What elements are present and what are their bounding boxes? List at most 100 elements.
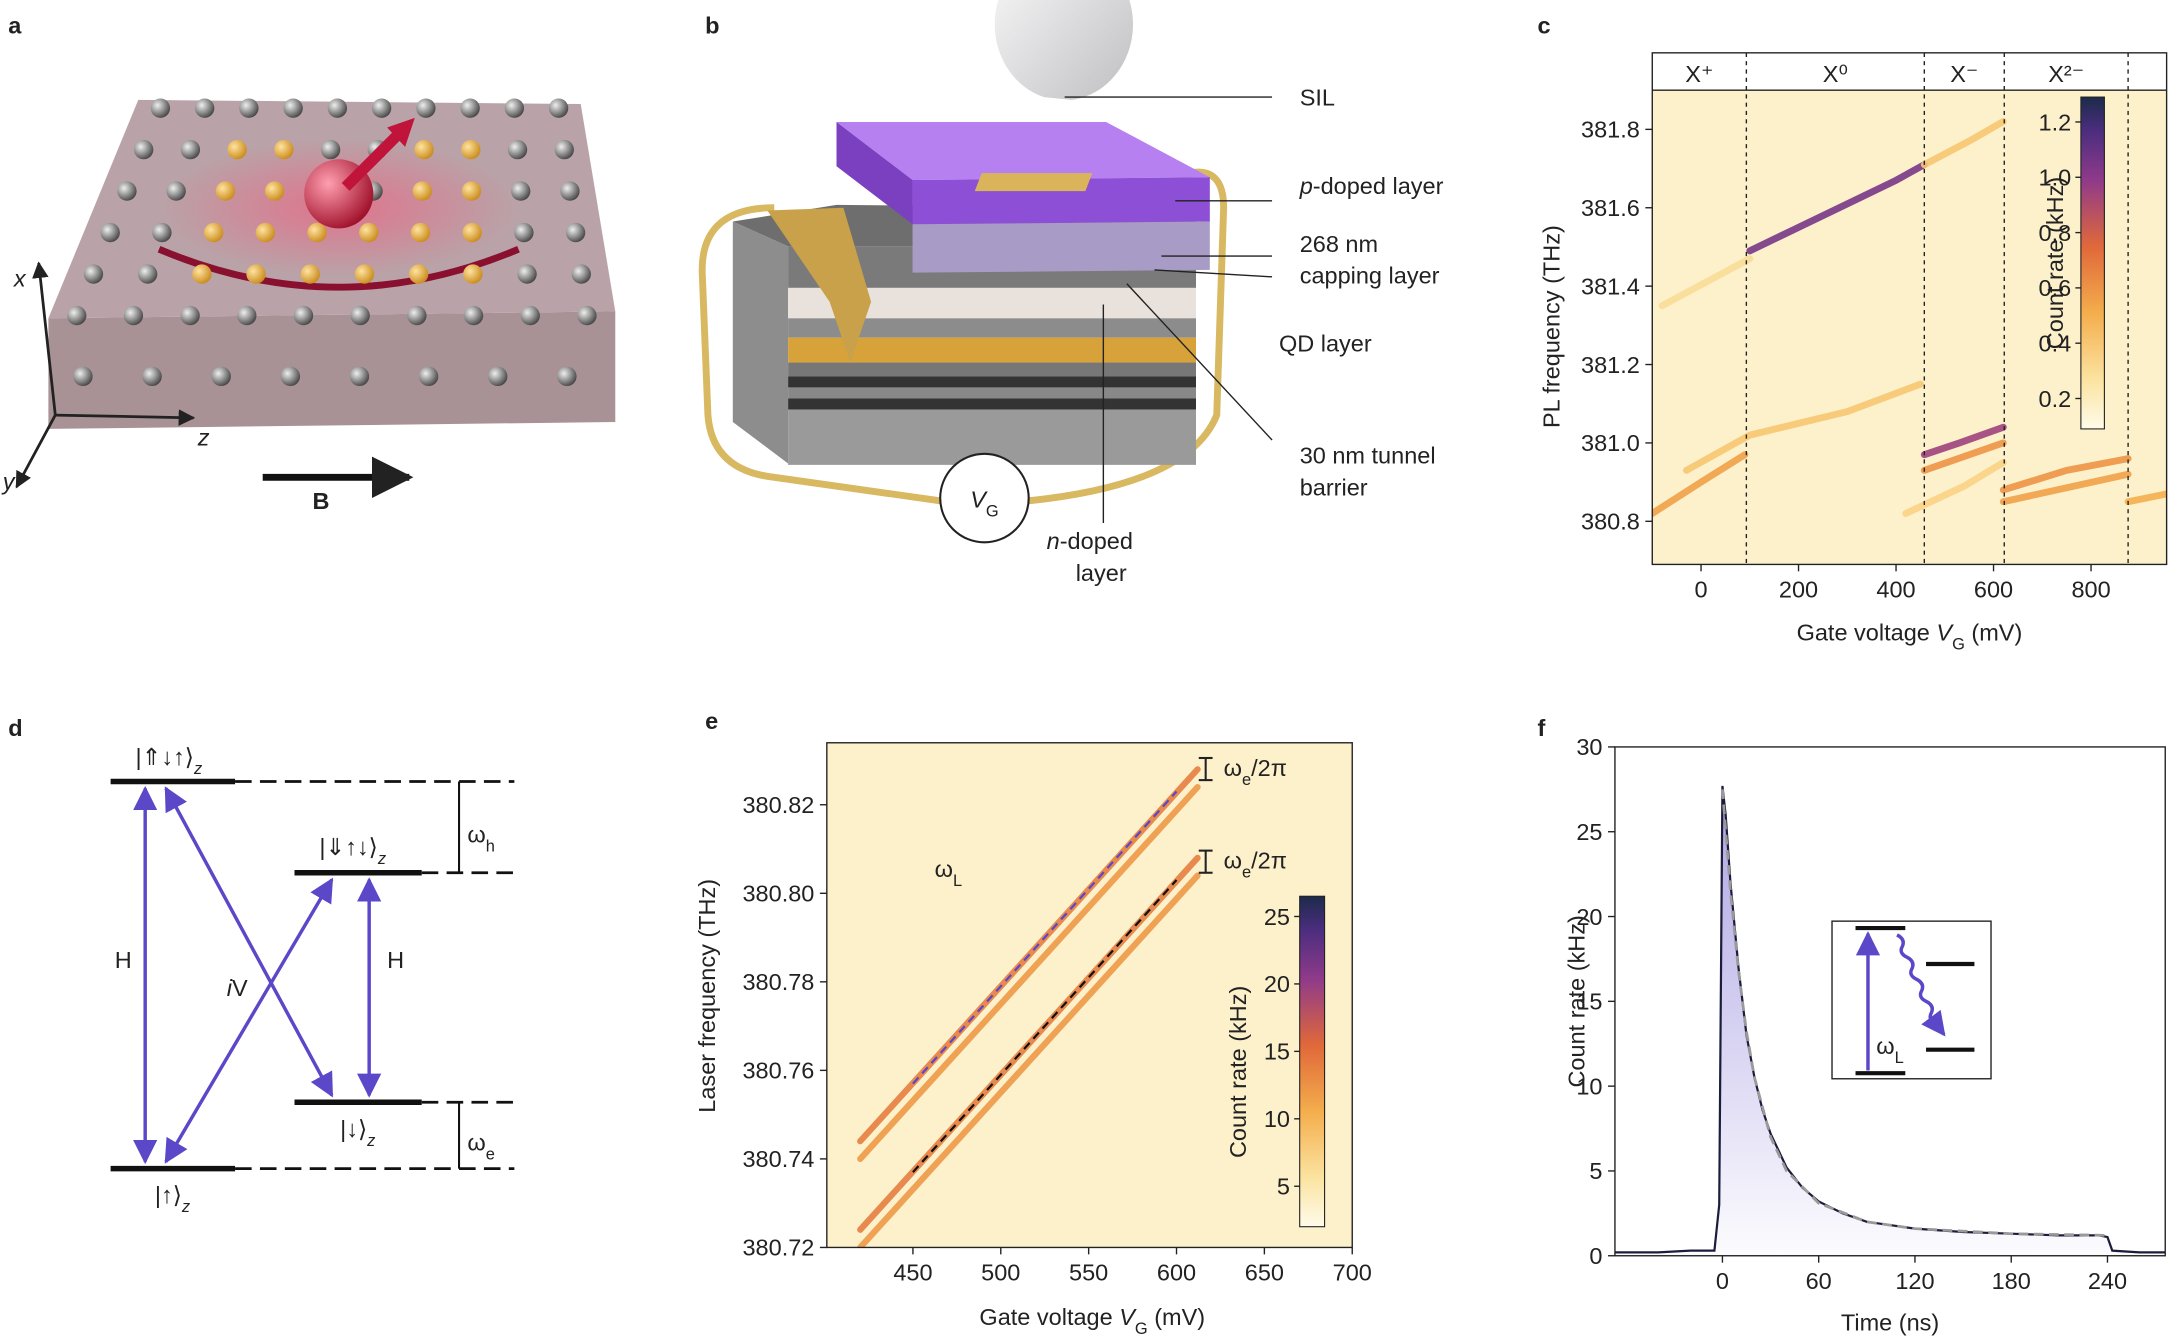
label-part: i [227, 975, 233, 1001]
label: 0.2 [2039, 386, 2072, 412]
label-part: ω [1224, 755, 1242, 781]
spin [83, 264, 104, 284]
label-part: e [486, 1146, 495, 1164]
plot-frame [1651, 52, 2168, 566]
label-part: e [1242, 771, 1251, 789]
spin [350, 305, 370, 326]
layer [788, 376, 1196, 388]
label-part: (mV) [1965, 619, 2022, 645]
emission-line [1999, 455, 2132, 494]
label-part: e [1242, 864, 1251, 882]
label: Count rate (kHz) [1225, 986, 1251, 1158]
label: capping layer [1300, 263, 1440, 289]
label: e [705, 708, 718, 734]
label-part: p [1299, 173, 1313, 199]
label-part: ω [467, 821, 485, 847]
gate-source [939, 452, 1030, 544]
spin [460, 98, 480, 118]
spin [203, 222, 224, 243]
label: iV [227, 975, 248, 1001]
axis-z [55, 409, 196, 426]
panel-a-illustration [15, 98, 616, 499]
spin [320, 139, 341, 160]
spin [215, 181, 236, 201]
label: 15 [1264, 1039, 1290, 1065]
label: Count rate (kHz) [2042, 177, 2068, 349]
label: 700 [1333, 1260, 1372, 1286]
label: 60 [1806, 1268, 1832, 1294]
layer [788, 387, 1196, 399]
label-part: V [1119, 1304, 1137, 1330]
label-part: z [193, 760, 202, 778]
label: Gate voltage VG (mV) [1797, 619, 2023, 653]
label: barrier [1300, 474, 1368, 500]
label: 5 [1277, 1174, 1290, 1200]
label: 380.80 [742, 881, 814, 907]
label: X⁺ [1685, 61, 1713, 87]
label: ωh [467, 821, 495, 855]
emission-line [1682, 380, 1924, 474]
label: Gate voltage VG (mV) [979, 1304, 1205, 1338]
spin [180, 305, 200, 326]
label-part: (mV) [1148, 1304, 1205, 1330]
emission-line [1658, 255, 1754, 310]
label: 380.72 [742, 1235, 814, 1261]
spin [123, 305, 144, 326]
label-part: V [970, 487, 988, 513]
spin [227, 139, 247, 160]
label: 25 [1264, 904, 1290, 930]
label: x [13, 266, 27, 292]
emission-line [1999, 470, 2132, 506]
label: X⁰ [1823, 61, 1848, 87]
label: |⇓↑↓⟩z [319, 834, 386, 868]
spin [166, 181, 186, 201]
emission-line [1652, 451, 1749, 517]
label: QD layer [1279, 330, 1372, 356]
label: 600 [1157, 1260, 1196, 1286]
label: 1.2 [2039, 109, 2072, 135]
spin [407, 305, 427, 326]
emission-line [1746, 161, 1928, 255]
wire [698, 204, 941, 505]
spin [246, 264, 266, 284]
spin [300, 264, 320, 284]
label: SIL [1300, 84, 1335, 110]
layer [788, 398, 1196, 410]
spin [274, 139, 294, 160]
spin [488, 366, 508, 387]
guide-line [912, 879, 1178, 1173]
spin [565, 222, 586, 243]
label-part: ω [1876, 1033, 1894, 1059]
label: X²⁻ [2048, 61, 2084, 87]
label: 10 [1576, 1073, 1602, 1099]
label-part: n [1047, 528, 1060, 554]
label: VG [970, 487, 998, 521]
spin [560, 181, 580, 201]
label-part: L [1895, 1049, 1904, 1067]
spin-head [387, 117, 415, 147]
spin [359, 222, 379, 243]
leader [1154, 269, 1273, 278]
spin [520, 305, 540, 326]
label-part: |⇓↑↓⟩ [319, 834, 377, 860]
spin [511, 181, 531, 201]
spin [418, 366, 439, 387]
spin [408, 264, 429, 284]
label: z [197, 425, 210, 451]
label: X⁻ [1950, 61, 1978, 87]
label: 400 [1876, 577, 1915, 603]
stack-side [732, 221, 789, 464]
label: 1.0 [2039, 165, 2072, 191]
spin [150, 98, 171, 118]
spin [371, 98, 392, 118]
label: 30 [1576, 734, 1602, 760]
label: d [8, 715, 22, 741]
label: 600 [1974, 577, 2013, 603]
label: b [705, 12, 719, 38]
label: H [115, 947, 132, 973]
spin [67, 305, 87, 326]
label: 800 [2071, 577, 2110, 603]
emission-line [857, 783, 1201, 1163]
spin [142, 366, 162, 387]
wire [1028, 168, 1228, 505]
